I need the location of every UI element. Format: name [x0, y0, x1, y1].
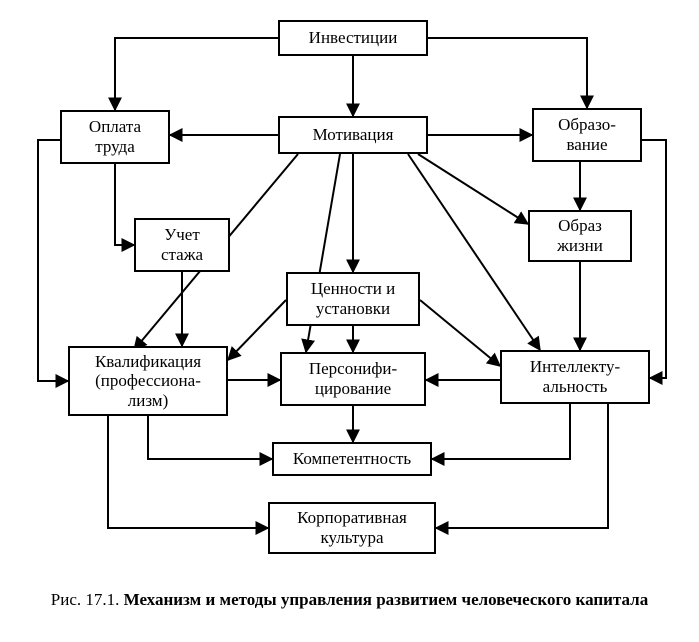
- edge-motivation-lifestyle: [418, 154, 528, 224]
- edge-values-intellect: [420, 300, 500, 366]
- caption-lead: Рис. 17.1.: [51, 590, 120, 609]
- edge-pay-tenure: [115, 164, 134, 245]
- node-values: Ценности и установки: [286, 272, 420, 326]
- node-investments: Инвестиции: [278, 20, 428, 56]
- node-culture: Корпоративная культура: [268, 502, 436, 554]
- diagram-canvas: Рис. 17.1. Механизм и методы управления …: [0, 0, 699, 642]
- node-qualification: Квалификация (профессиона- лизм): [68, 346, 228, 416]
- edge-qualification-culture: [108, 416, 268, 528]
- node-lifestyle: Образ жизни: [528, 210, 632, 262]
- edge-intellect-competence: [432, 404, 570, 459]
- node-tenure: Учет стажа: [134, 218, 230, 272]
- node-personification: Персонифи- цирование: [280, 352, 426, 406]
- node-competence: Компетентность: [272, 442, 432, 476]
- node-education: Образо- вание: [532, 108, 642, 162]
- edge-motivation-intellect: [408, 154, 540, 350]
- node-intellect: Интеллекту- альность: [500, 350, 650, 404]
- caption-title: Механизм и методы управления развитием ч…: [124, 590, 649, 609]
- node-motivation: Мотивация: [278, 116, 428, 154]
- edge-qualification-competence: [148, 416, 272, 459]
- figure-caption: Рис. 17.1. Механизм и методы управления …: [0, 590, 699, 610]
- edge-investments-pay: [115, 38, 278, 110]
- edge-values-qualification: [228, 300, 286, 360]
- edge-education-intellect: [642, 140, 666, 378]
- edge-pay-qualification: [38, 140, 68, 381]
- edge-intellect-culture: [436, 404, 608, 528]
- node-pay: Оплата труда: [60, 110, 170, 164]
- edge-investments-education: [428, 38, 587, 108]
